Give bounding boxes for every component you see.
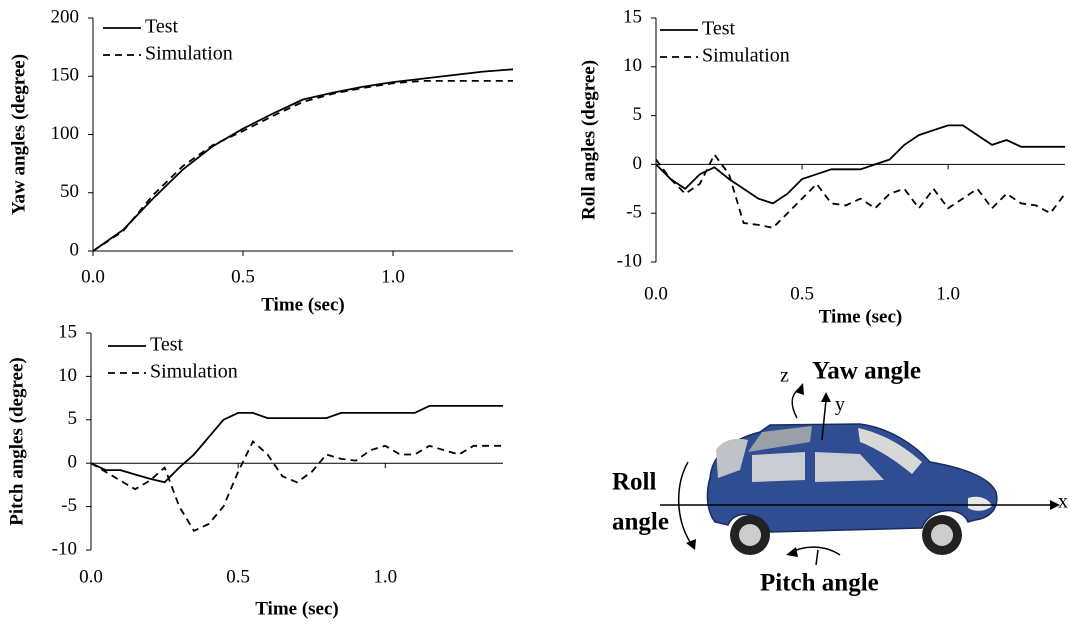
arrow-head	[786, 547, 798, 557]
hub	[931, 524, 953, 546]
y-tick-label: -10	[617, 250, 642, 271]
y-tick-label: 15	[58, 321, 77, 342]
chart: -10 -5 0 5 10 15 0.0 0.5 1.0 Time (sec) Pitch angl…	[6, 321, 503, 619]
x-tick-label: 0.0	[81, 266, 105, 287]
y-label: y	[835, 394, 845, 416]
series-line	[93, 69, 513, 251]
series-line	[91, 406, 503, 482]
series-line	[91, 442, 503, 531]
arrow-head	[795, 383, 804, 395]
legend-label: Test	[702, 18, 735, 40]
y-axis-label: Pitch angles (degree)	[6, 357, 27, 526]
roll-label: angle	[612, 509, 669, 536]
x-tick-label: 0.5	[231, 266, 255, 287]
y-tick-label: 0	[68, 452, 78, 473]
y-tick-label: 100	[51, 123, 80, 144]
arrow-head	[821, 392, 831, 402]
legend-label: Simulation	[150, 361, 238, 383]
x-tick-label: 0.5	[226, 566, 250, 587]
series-line	[93, 81, 513, 251]
figure: Yaw angle z y x Roll angle Pitch angle 0…	[0, 0, 1070, 627]
legend-label: Test	[150, 334, 183, 356]
y-tick-label: 0	[633, 153, 643, 174]
chart: 0 50 100 150 200 0.0 0.5 1.0 Time (sec) Yaw angle…	[8, 6, 513, 315]
yaw-label: Yaw angle	[812, 358, 921, 385]
y-axis-label: Roll angles (degree)	[578, 60, 599, 220]
pitch-axis	[816, 550, 818, 565]
side-window-1	[752, 452, 805, 482]
x-label: x	[1058, 491, 1068, 513]
chart: -10 -5 0 5 10 15 0.0 0.5 1.0 Time (sec) Roll angle…	[578, 6, 1065, 327]
y-tick-label: 50	[60, 181, 79, 202]
y-tick-label: 10	[58, 365, 77, 386]
y-tick-label: 5	[68, 408, 78, 429]
x-tick-label: 1.0	[373, 566, 397, 587]
y-tick-label: 0	[70, 239, 80, 260]
pitch-label: Pitch angle	[760, 570, 879, 597]
roll-arrow	[679, 462, 692, 545]
legend-label: Simulation	[702, 45, 790, 67]
y-axis-label: Yaw angles (degree)	[8, 54, 29, 215]
x-tick-label: 0.0	[644, 283, 668, 304]
y-tick-label: 10	[623, 55, 642, 76]
x-tick-label: 1.0	[381, 266, 405, 287]
x-axis-label: Time (sec)	[261, 294, 345, 315]
legend-label: Simulation	[145, 43, 233, 65]
y-tick-label: -5	[61, 495, 77, 516]
x-axis-label: Time (sec)	[819, 306, 903, 327]
roll-label: Roll	[612, 469, 657, 496]
x-tick-label: 0.5	[790, 283, 814, 304]
pitch-arrow	[792, 547, 840, 555]
y-tick-label: -5	[626, 202, 642, 223]
y-tick-label: 150	[51, 65, 80, 86]
x-tick-label: 0.0	[79, 566, 103, 587]
legend-label: Test	[145, 16, 178, 38]
y-tick-label: -10	[52, 538, 77, 559]
x-axis-label: Time (sec)	[255, 598, 339, 619]
arrow-head	[686, 539, 696, 550]
y-tick-label: 5	[633, 104, 643, 125]
car-diagram: Yaw angle z y x Roll angle Pitch angle	[612, 358, 1068, 597]
y-tick-label: 15	[623, 6, 642, 27]
hub	[739, 524, 761, 546]
x-tick-label: 1.0	[936, 283, 960, 304]
y-tick-label: 200	[51, 6, 80, 27]
series-line	[656, 155, 1065, 228]
z-label: z	[780, 365, 789, 387]
